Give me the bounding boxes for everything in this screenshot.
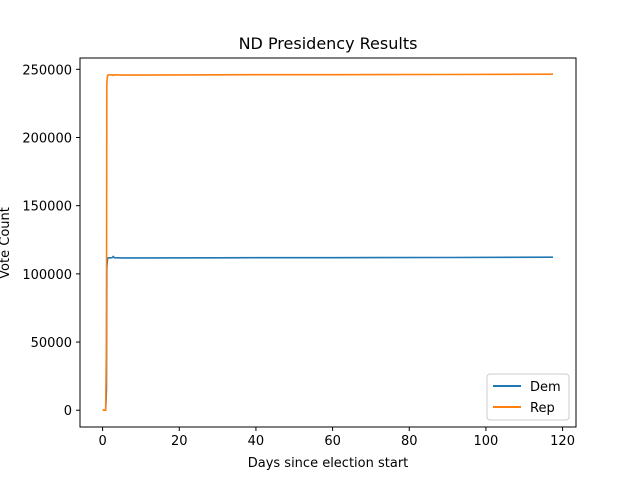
- legend-label-dem: Dem: [530, 380, 561, 395]
- y-tick-label-3: 150000: [22, 200, 72, 215]
- y-axis-label: Vote Count: [0, 207, 13, 279]
- x-axis-label: Days since election start: [248, 456, 409, 471]
- y-tick-label-4: 200000: [22, 132, 72, 147]
- x-tick-label-2: 40: [248, 434, 265, 449]
- x-tick-label-0: 0: [98, 434, 106, 449]
- x-axis: 0 20 40 60 80 100 120: [98, 427, 575, 449]
- x-tick-label-5: 100: [474, 434, 499, 449]
- x-tick-label-1: 20: [171, 434, 188, 449]
- plot-area: [80, 58, 576, 427]
- y-tick-label-5: 250000: [22, 63, 72, 78]
- x-tick-label-6: 120: [550, 434, 575, 449]
- plot-frame: [79, 57, 577, 428]
- legend-label-rep: Rep: [530, 401, 555, 416]
- chart-title: ND Presidency Results: [239, 34, 418, 53]
- x-tick-label-3: 60: [324, 434, 341, 449]
- y-tick-label-1: 50000: [31, 336, 72, 351]
- y-axis: 0 50000 100000 150000 200000 250000: [22, 63, 80, 419]
- y-tick-label-2: 100000: [22, 268, 72, 283]
- series-line-rep: [102, 73, 554, 412]
- x-tick-label-4: 80: [401, 434, 418, 449]
- series-layer: [102, 73, 554, 412]
- y-tick-label-0: 0: [64, 404, 72, 419]
- legend: Dem Rep: [486, 373, 570, 421]
